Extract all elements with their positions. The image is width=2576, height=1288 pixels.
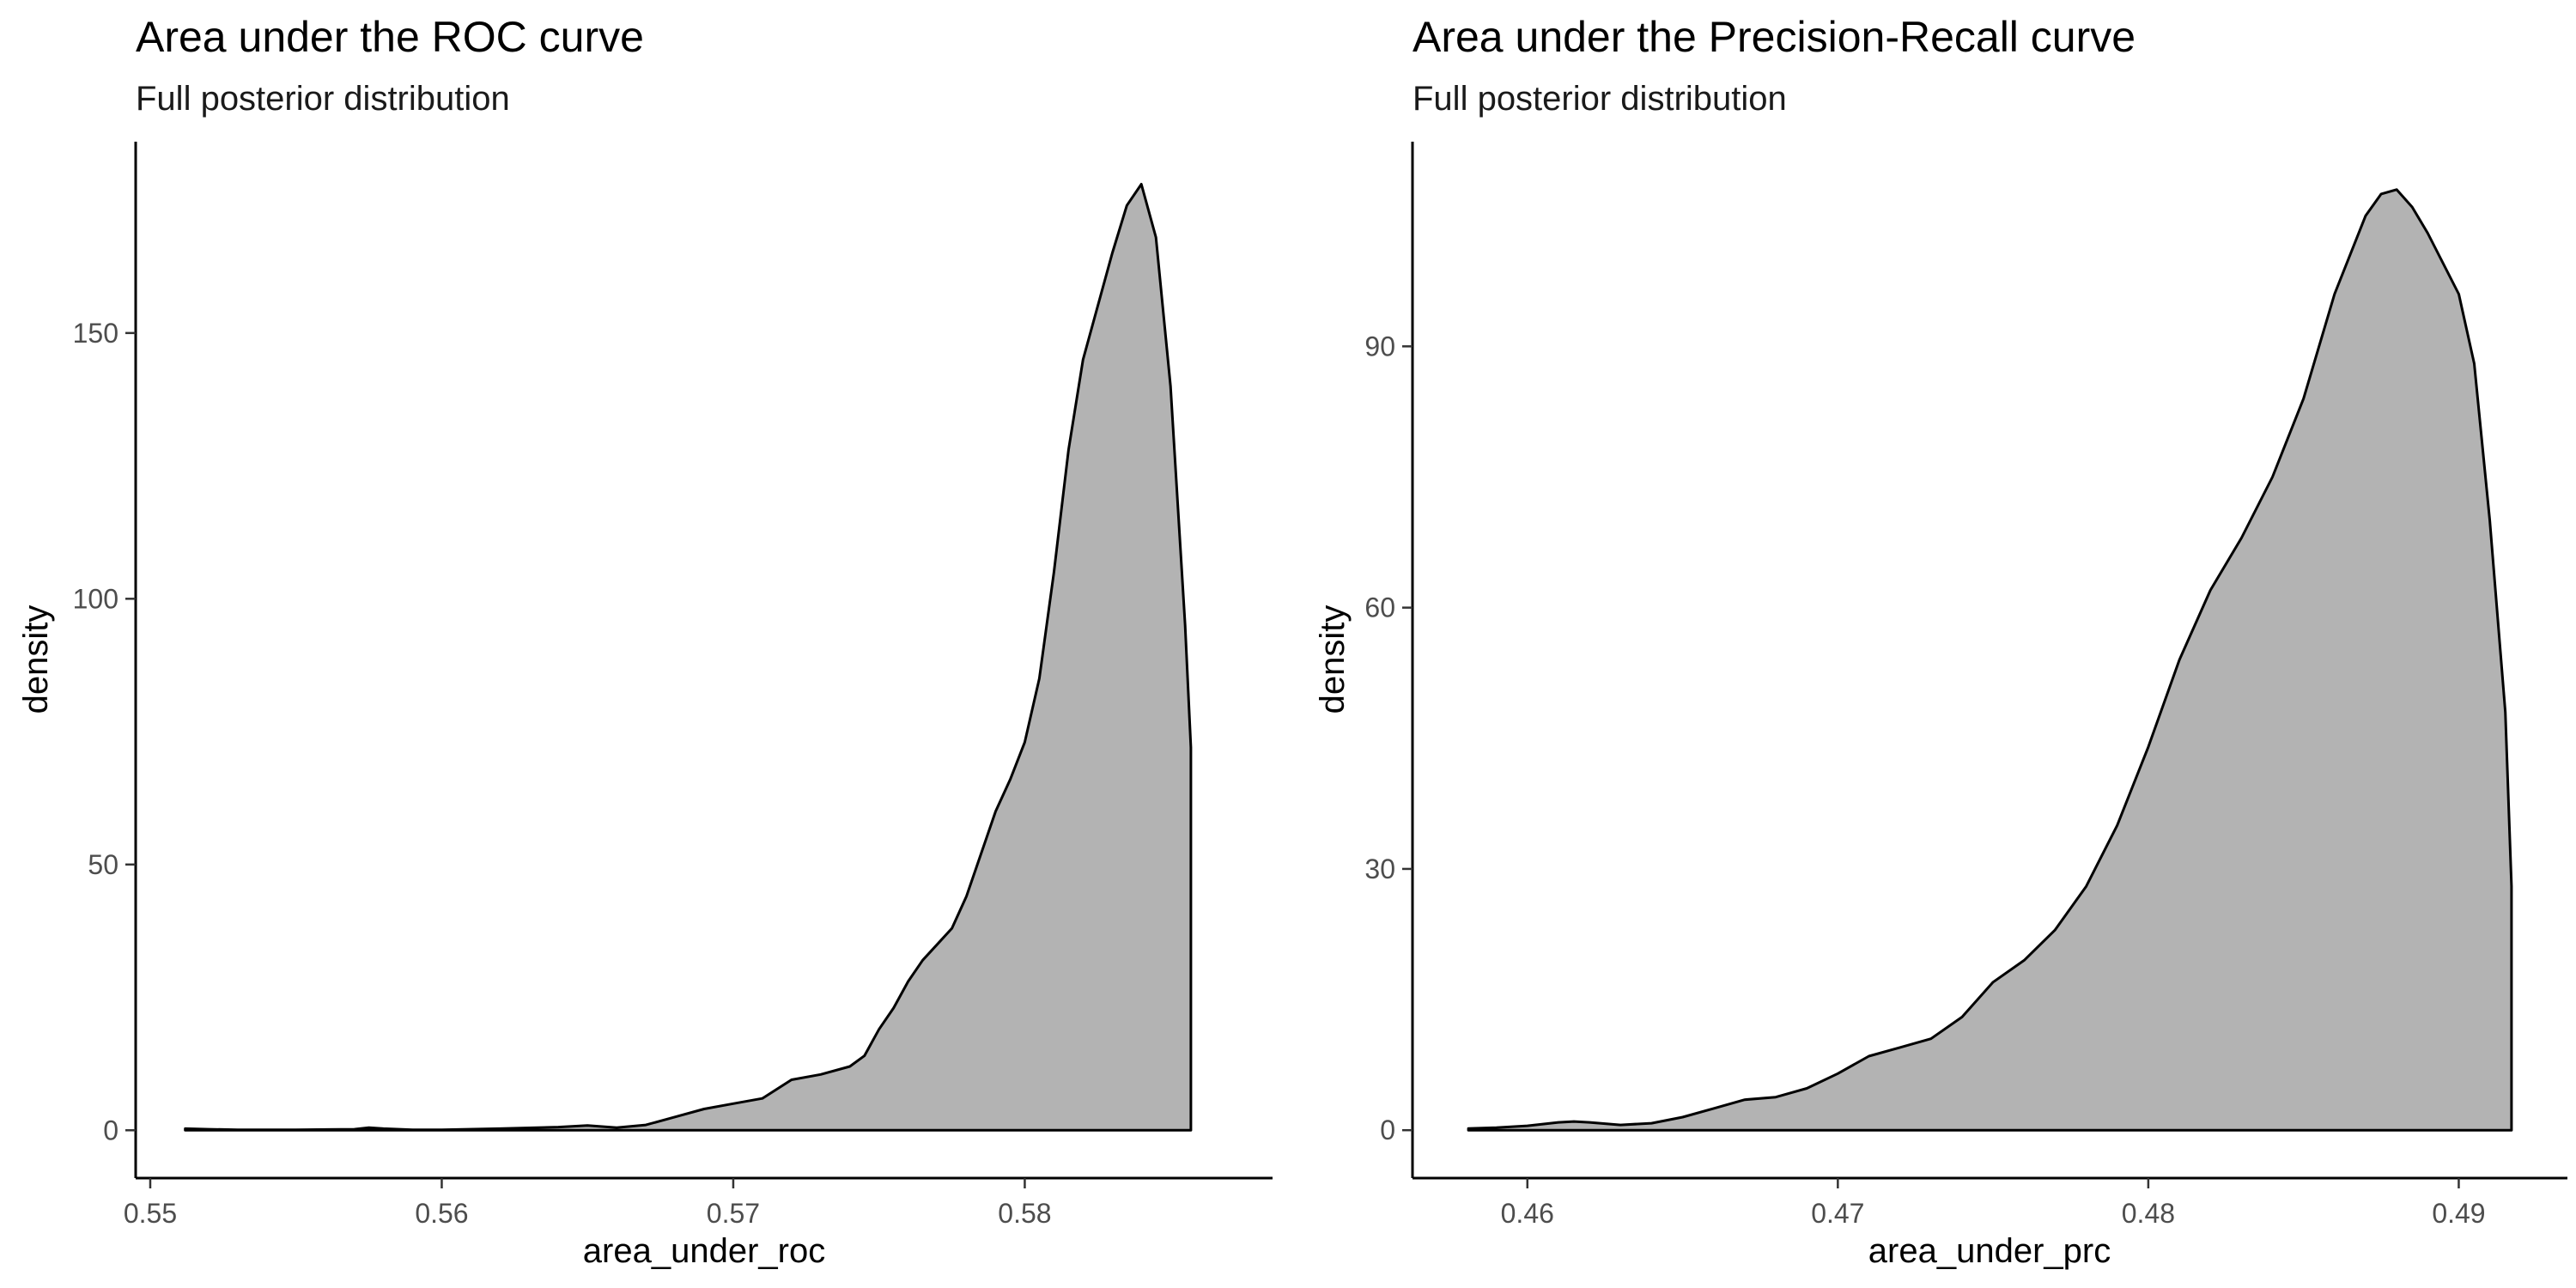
roc-x-tick-label: 0.56 [415, 1198, 468, 1229]
prc-subtitle: Full posterior distribution [1413, 80, 1787, 118]
prc-y-tick-label: 0 [1380, 1115, 1395, 1145]
roc-y-tick-label: 0 [103, 1115, 118, 1145]
roc-x-tick-label: 0.58 [998, 1198, 1051, 1229]
roc-panel: Area under the ROC curve Full posterior … [17, 13, 1273, 1270]
roc-y-axis-title: density [17, 605, 55, 714]
prc-y-tick-label: 30 [1364, 854, 1395, 884]
prc-x-tick-label: 0.49 [2432, 1198, 2485, 1229]
roc-y-tick-label: 50 [88, 849, 118, 880]
roc-y-ticks: 0 50 100 150 [73, 318, 136, 1145]
roc-x-ticks: 0.55 0.56 0.57 0.58 [124, 1178, 1052, 1229]
roc-y-tick-label: 100 [73, 583, 118, 614]
roc-plot-area: 0.55 0.56 0.57 0.58 0 50 100 150 [73, 142, 1273, 1229]
prc-y-axis-title: density [1314, 605, 1352, 714]
prc-y-ticks: 0 30 60 90 [1364, 331, 1413, 1145]
prc-panel: Area under the Precision-Recall curve Fu… [1314, 13, 2567, 1270]
prc-x-ticks: 0.46 0.47 0.48 0.49 [1501, 1178, 2486, 1229]
roc-subtitle: Full posterior distribution [136, 80, 510, 118]
prc-title: Area under the Precision-Recall curve [1413, 13, 2136, 61]
prc-x-tick-label: 0.47 [1811, 1198, 1864, 1229]
prc-x-tick-label: 0.46 [1501, 1198, 1554, 1229]
roc-y-tick-label: 150 [73, 318, 118, 349]
prc-density-area [1467, 188, 2513, 1132]
prc-plot-area: 0.46 0.47 0.48 0.49 0 30 60 90 [1364, 142, 2567, 1229]
roc-density-area [184, 183, 1193, 1132]
roc-x-axis-title: area_under_roc [583, 1232, 825, 1270]
prc-y-tick-label: 90 [1364, 331, 1395, 361]
prc-x-axis-title: area_under_prc [1868, 1232, 2111, 1270]
roc-title: Area under the ROC curve [136, 13, 644, 61]
prc-x-tick-label: 0.48 [2122, 1198, 2175, 1229]
roc-x-tick-label: 0.57 [707, 1198, 760, 1229]
prc-y-tick-label: 60 [1364, 592, 1395, 623]
roc-x-tick-label: 0.55 [124, 1198, 177, 1229]
